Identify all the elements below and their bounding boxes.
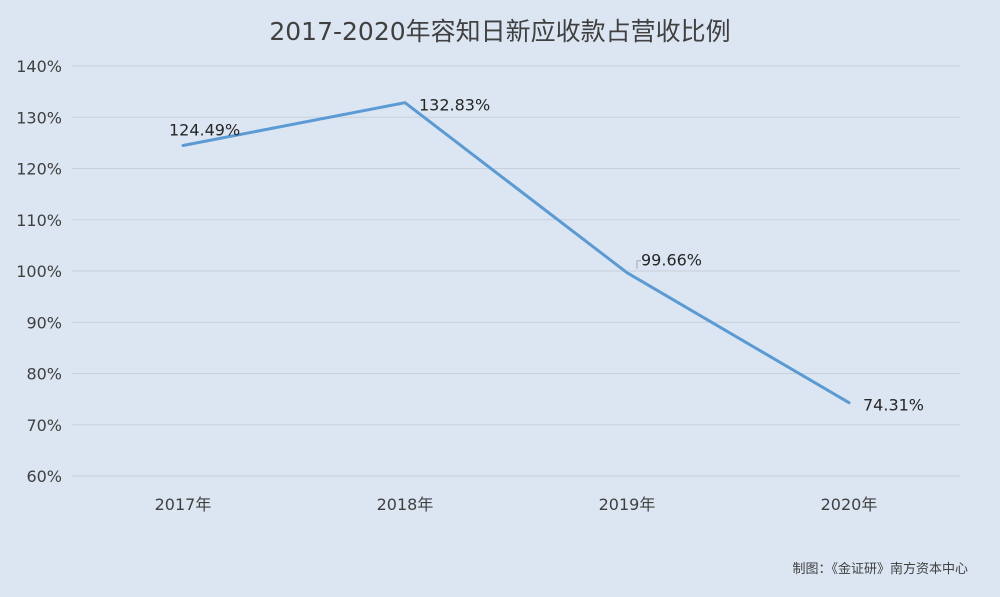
series-layer — [181, 101, 851, 405]
y-tick-label: 130% — [16, 108, 62, 127]
series-line — [181, 101, 851, 405]
data-label: 99.66% — [641, 251, 702, 270]
data-label: 124.49% — [169, 120, 240, 139]
y-tick-label: 110% — [16, 211, 62, 230]
data-label: 74.31% — [863, 396, 924, 415]
y-tick-label: 80% — [26, 365, 62, 384]
x-tick-label: 2020年 — [821, 495, 878, 514]
y-tick-label: 140% — [16, 57, 62, 76]
data-label-leader — [636, 260, 641, 269]
data-labels: 124.49% 132.83% 99.66% 74.31% — [169, 96, 924, 415]
y-tick-label: 120% — [16, 160, 62, 179]
source-note: 制图：《金证研》南方资本中心 — [792, 561, 968, 577]
chart-title: 2017-2020年容知日新应收款占营收比例 — [269, 17, 730, 46]
y-tick-label: 100% — [16, 262, 62, 281]
y-tick-label: 90% — [26, 313, 62, 332]
x-tick-label: 2019年 — [599, 495, 656, 514]
y-axis-ticks: 60% 70% 80% 90% 100% 110% 120% 130% 140% — [16, 57, 62, 486]
y-tick-label: 60% — [26, 467, 62, 486]
y-tick-label: 70% — [26, 416, 62, 435]
gridlines — [72, 65, 960, 477]
x-tick-label: 2018年 — [377, 495, 434, 514]
x-tick-label: 2017年 — [155, 495, 212, 514]
data-label: 132.83% — [419, 96, 490, 115]
x-axis-ticks: 2017年 2018年 2019年 2020年 — [155, 495, 878, 514]
